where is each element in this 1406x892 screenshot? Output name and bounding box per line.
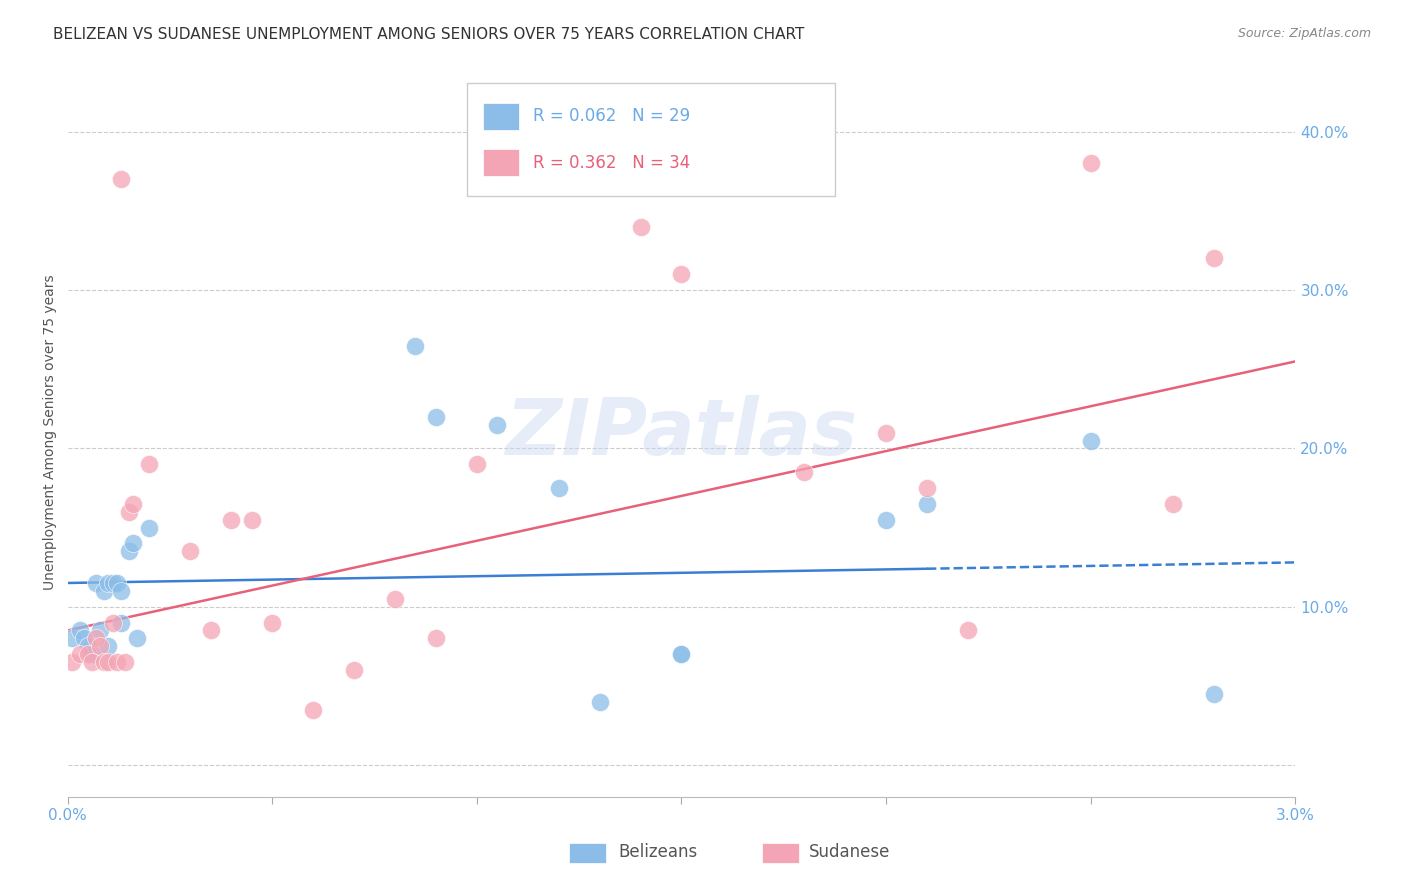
Point xyxy=(1202,252,1225,266)
Point xyxy=(1202,687,1225,701)
FancyBboxPatch shape xyxy=(484,149,519,177)
Point xyxy=(97,640,120,654)
Point xyxy=(588,695,610,709)
Point xyxy=(60,655,83,669)
Point xyxy=(138,520,160,534)
Point xyxy=(915,481,938,495)
Point xyxy=(77,647,100,661)
Point xyxy=(915,497,938,511)
Point xyxy=(82,655,104,669)
Point xyxy=(93,583,115,598)
Point xyxy=(110,172,132,186)
Point xyxy=(97,576,120,591)
Point xyxy=(105,655,128,669)
Point xyxy=(547,481,569,495)
Point xyxy=(425,632,447,646)
Y-axis label: Unemployment Among Seniors over 75 years: Unemployment Among Seniors over 75 years xyxy=(44,275,58,591)
Point xyxy=(84,576,107,591)
FancyBboxPatch shape xyxy=(467,83,835,196)
Point xyxy=(384,591,406,606)
Point xyxy=(105,576,128,591)
Text: Belizeans: Belizeans xyxy=(619,843,697,861)
Point xyxy=(343,663,366,677)
Point xyxy=(127,632,149,646)
Point xyxy=(875,513,897,527)
Point xyxy=(84,632,107,646)
Point xyxy=(956,624,979,638)
Point xyxy=(118,544,141,558)
Point xyxy=(302,703,325,717)
Point xyxy=(118,505,141,519)
Point xyxy=(262,615,284,630)
Point xyxy=(110,615,132,630)
Point xyxy=(486,417,509,432)
Point xyxy=(82,647,104,661)
Point xyxy=(240,513,263,527)
Point xyxy=(875,425,897,440)
Point xyxy=(1080,156,1102,170)
Point xyxy=(110,583,132,598)
Point xyxy=(114,655,136,669)
Point xyxy=(200,624,222,638)
Text: R = 0.362   N = 34: R = 0.362 N = 34 xyxy=(533,153,690,172)
Point xyxy=(73,632,96,646)
FancyBboxPatch shape xyxy=(484,103,519,130)
Point xyxy=(630,219,652,234)
Point xyxy=(671,647,693,661)
Point xyxy=(425,409,447,424)
Point xyxy=(138,457,160,471)
Point xyxy=(793,465,815,479)
Point xyxy=(101,615,124,630)
Point xyxy=(122,536,145,550)
Text: R = 0.062   N = 29: R = 0.062 N = 29 xyxy=(533,107,690,125)
Point xyxy=(77,640,100,654)
Point xyxy=(404,338,426,352)
Point xyxy=(97,655,120,669)
Text: Source: ZipAtlas.com: Source: ZipAtlas.com xyxy=(1237,27,1371,40)
Point xyxy=(179,544,201,558)
Point xyxy=(671,647,693,661)
Point xyxy=(89,624,111,638)
Text: ZIPatlas: ZIPatlas xyxy=(505,394,858,471)
Point xyxy=(122,497,145,511)
Point xyxy=(89,640,111,654)
Point xyxy=(1080,434,1102,448)
Point xyxy=(465,457,488,471)
Point xyxy=(60,632,83,646)
Point xyxy=(93,655,115,669)
Point xyxy=(101,576,124,591)
Text: Sudanese: Sudanese xyxy=(808,843,890,861)
Point xyxy=(1161,497,1184,511)
Text: BELIZEAN VS SUDANESE UNEMPLOYMENT AMONG SENIORS OVER 75 YEARS CORRELATION CHART: BELIZEAN VS SUDANESE UNEMPLOYMENT AMONG … xyxy=(53,27,804,42)
Point xyxy=(69,647,91,661)
Point xyxy=(671,268,693,282)
Point xyxy=(219,513,242,527)
Point xyxy=(69,624,91,638)
